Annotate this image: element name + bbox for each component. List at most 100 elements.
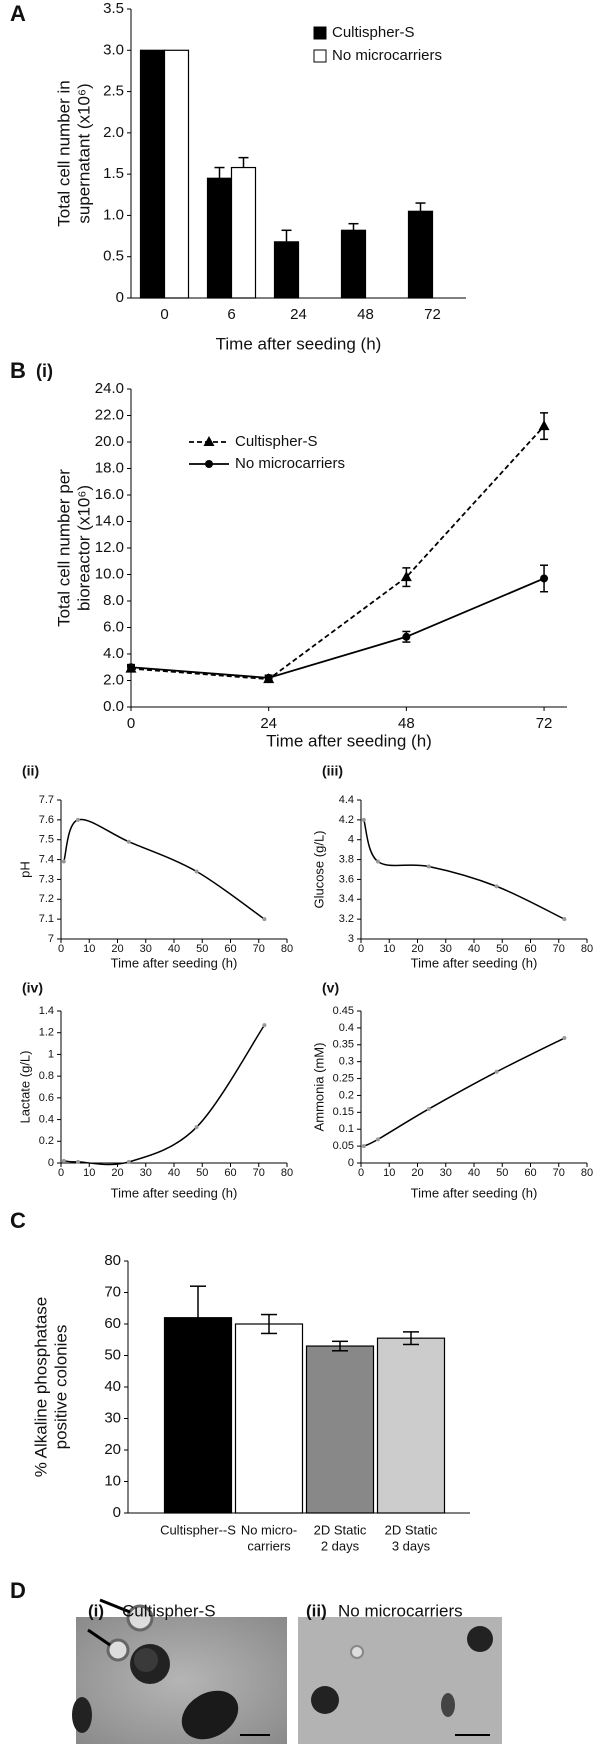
y-tick-label: 30	[104, 1409, 121, 1426]
marker	[494, 1069, 499, 1074]
y-tick-label: 50	[104, 1346, 121, 1363]
marker	[75, 1159, 80, 1164]
marker	[540, 574, 549, 583]
y-axis-label: Ammonia (mM)	[311, 1043, 326, 1132]
y-tick-label: 0.0	[103, 698, 124, 715]
x-axis-label: Time after seeding (h)	[411, 955, 538, 970]
series-line	[130, 577, 545, 679]
x-tick-label: 0	[127, 715, 135, 732]
x-tick-label: 24	[290, 306, 307, 323]
marker	[75, 817, 80, 822]
y-tick-label: 3.5	[103, 0, 124, 17]
bar	[206, 177, 233, 299]
y-tick-label: 0	[116, 289, 124, 306]
y-tick-label: 0.05	[333, 1140, 354, 1152]
marker	[262, 1023, 267, 1028]
bar	[407, 210, 434, 299]
y-tick-label: 22.0	[95, 406, 124, 423]
bar	[139, 49, 166, 299]
y-tick-label: 3.4	[339, 893, 354, 905]
x-tick-label: 0	[358, 1167, 364, 1179]
x-axis-label: Time after seeding (h)	[111, 1185, 238, 1200]
y-axis-label: Total cell number in	[54, 80, 73, 226]
x-tick-label: 2D Static	[314, 1522, 367, 1537]
x-tick-label: 50	[496, 943, 508, 955]
x-tick-label: 10	[83, 943, 95, 955]
y-tick-label: 1.5	[103, 165, 124, 182]
x-tick-label: 60	[524, 1167, 536, 1179]
panel-label: B	[10, 358, 26, 383]
y-tick-label: 12.0	[95, 539, 124, 556]
x-axis-label: Time after seeding (h)	[216, 334, 382, 353]
y-tick-label: 0	[113, 1504, 121, 1521]
y-axis-label: Total cell number per	[54, 469, 73, 627]
marker	[264, 673, 273, 682]
x-tick-label: 50	[496, 1167, 508, 1179]
y-tick-label: 3.2	[339, 913, 354, 925]
x-tick-label: 72	[424, 306, 441, 323]
marker	[262, 917, 267, 922]
marker	[426, 864, 431, 869]
y-tick-label: 0.45	[333, 1005, 354, 1017]
y-axis-label: % Alkaline phosphatase	[31, 1297, 50, 1478]
series-line	[130, 425, 545, 681]
marker	[194, 1125, 199, 1130]
y-tick-label: 24.0	[95, 380, 124, 397]
y-tick-label: 8.0	[103, 592, 124, 609]
x-tick-label: 80	[281, 943, 293, 955]
marker	[61, 1158, 66, 1163]
x-tick-label: 6	[227, 306, 235, 323]
panel-label: (iv)	[22, 980, 43, 996]
y-tick-label: 2.5	[103, 83, 124, 100]
x-tick-label: 40	[168, 1167, 180, 1179]
marker	[126, 1159, 131, 1164]
x-tick-label: 48	[398, 715, 415, 732]
bar	[273, 241, 300, 299]
x-tick-label: 20	[411, 943, 423, 955]
y-tick-label: 0.2	[39, 1135, 54, 1147]
x-tick-label: 60	[524, 943, 536, 955]
y-tick-label: 0.8	[39, 1070, 54, 1082]
y-tick-label: 20	[104, 1441, 121, 1458]
x-tick-label: 10	[383, 943, 395, 955]
marker	[375, 859, 380, 864]
y-tick-label: 16.0	[95, 486, 124, 503]
x-tick-label: 10	[83, 1167, 95, 1179]
y-tick-label: 20.0	[95, 433, 124, 450]
marker	[562, 917, 567, 922]
y-tick-label: 0.15	[333, 1106, 354, 1118]
marker	[402, 632, 411, 641]
y-tick-label: 7.2	[39, 893, 54, 905]
legend-label: Cultispher-S	[235, 433, 318, 450]
y-tick-label: 80	[104, 1252, 121, 1269]
y-tick-label: 0.3	[339, 1056, 354, 1068]
panel-label: (ii)	[306, 1601, 327, 1620]
panel-label: (ii)	[22, 763, 39, 779]
x-tick-label: 80	[581, 1167, 593, 1179]
y-tick-label: 0.25	[333, 1072, 354, 1084]
y-tick-label: 0.5	[103, 248, 124, 265]
y-axis-label: positive colonies	[51, 1325, 70, 1450]
legend-swatch	[313, 26, 327, 40]
x-tick-label: 40	[168, 943, 180, 955]
y-tick-label: 2.0	[103, 671, 124, 688]
panel-label: C	[10, 1208, 26, 1233]
micrograph-1	[72, 1598, 287, 1744]
marker	[426, 1106, 431, 1111]
marker	[194, 869, 199, 874]
x-tick-label: 30	[140, 1167, 152, 1179]
y-tick-label: 7.4	[39, 853, 54, 865]
y-tick-label: 0	[48, 1157, 54, 1169]
y-tick-label: 7.5	[39, 834, 54, 846]
y-tick-label: 1.0	[103, 206, 124, 223]
y-tick-label: 0	[348, 1157, 354, 1169]
y-tick-label: 3.8	[339, 853, 354, 865]
x-tick-label: carriers	[247, 1538, 291, 1553]
x-tick-label: 30	[140, 943, 152, 955]
x-tick-label: 48	[357, 306, 374, 323]
series-line	[63, 1024, 266, 1166]
panel-label: (iii)	[322, 763, 343, 779]
y-tick-label: 0.35	[333, 1039, 354, 1051]
panel-label: (i)	[88, 1601, 104, 1620]
legend-marker	[203, 436, 215, 446]
